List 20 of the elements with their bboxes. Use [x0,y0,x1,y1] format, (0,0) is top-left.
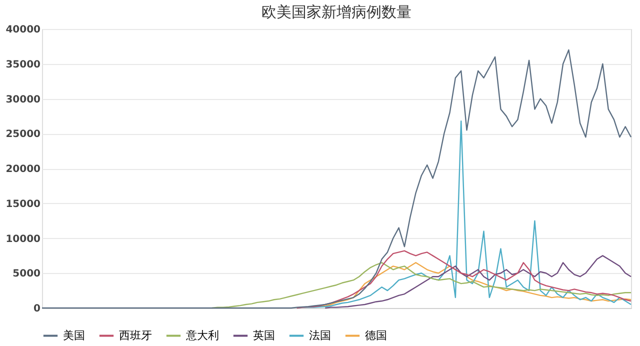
y-tick-label: 20000 [6,164,41,175]
y-tick-label: 10000 [6,234,41,245]
y-tick-label: 5000 [12,268,41,280]
legend-label: 英国 [253,328,275,342]
line-series [324,255,632,309]
y-tick-label: 30000 [6,94,41,106]
y-tick-label: 25000 [6,129,41,140]
line-series [211,262,632,309]
chart-title: 欧美国家新增病例数量 [262,3,412,21]
line-series [296,250,632,309]
y-tick-label: 35000 [6,59,41,70]
y-tick-label: 0 [34,304,41,314]
legend-label: 西班牙 [119,328,152,342]
y-tick-label: 40000 [6,24,41,36]
y-tick-label: 15000 [6,198,41,210]
line-series [41,49,632,309]
legend-label: 德国 [365,328,387,342]
legend-label: 意大利 [185,328,219,342]
legend-label: 美国 [63,328,85,342]
legend-label: 法国 [309,328,331,342]
